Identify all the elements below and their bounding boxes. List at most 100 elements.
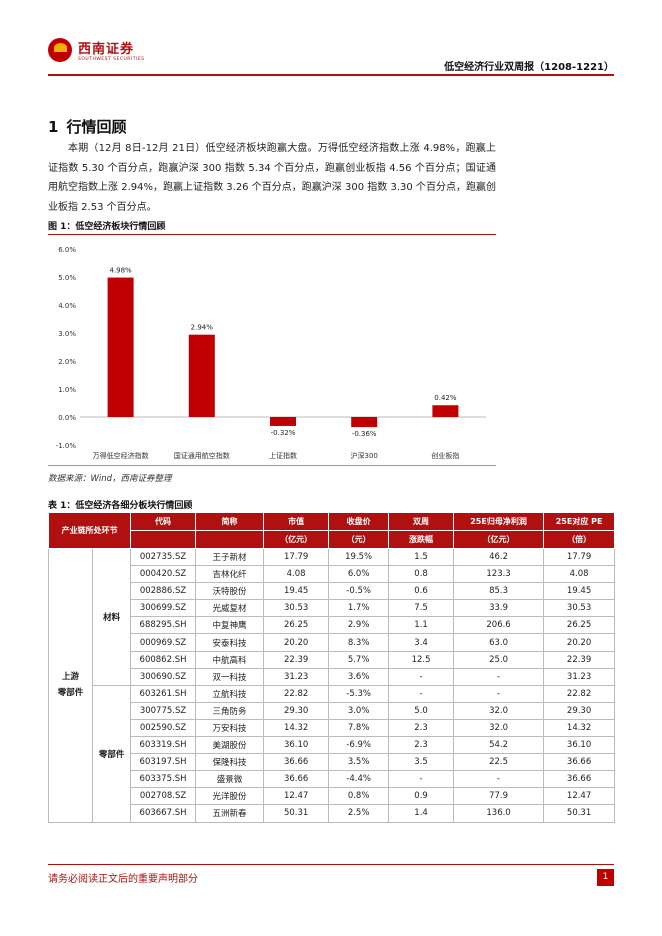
cell-price: 2.9%: [328, 616, 390, 635]
cell-chg: 3.5: [388, 753, 454, 772]
cell-pe: 36.10: [543, 736, 615, 755]
cell-name: 沃特股份: [194, 582, 265, 601]
table-caption: 表 1：低空经济各细分板块行情回顾: [48, 501, 193, 511]
table-row: 000969.SZ 安泰科技 20.20 8.3% 3.4 63.0 20.20: [49, 633, 615, 652]
cell-price: -5.3%: [328, 684, 390, 703]
cell-np: 136.0: [452, 804, 545, 823]
cell-np: -: [452, 667, 545, 686]
bar: [351, 417, 378, 428]
header-code-sub: [130, 530, 196, 549]
cell-pe: 19.45: [543, 582, 615, 601]
bar: [270, 417, 296, 426]
header-netprofit: 25E归母净利润: [452, 512, 545, 531]
cell-price: 3.6%: [328, 667, 390, 686]
cell-pe: 12.47: [543, 787, 615, 806]
cell-name: 王子新材: [194, 547, 265, 567]
cell-code: 603667.SH: [130, 804, 196, 823]
cell-chg: -: [388, 770, 454, 789]
bar: [432, 405, 459, 417]
table-row: 603319.SH 美湖股份 36.10 -6.9% 2.3 54.2 36.10: [49, 736, 615, 755]
cell-chg: 2.3: [388, 736, 454, 755]
bar-value-label: 2.94%: [191, 324, 214, 332]
cell-price: 0.8%: [328, 787, 390, 806]
chart-frame: -1.0% 0.0% 1.0% 2.0% 3.0% 4.0% 5.0% 6.0% 4.98% 万得…: [48, 234, 496, 466]
cell-mv: 50.31: [263, 804, 330, 823]
bar: [188, 334, 215, 417]
cell-chg: 0.9: [388, 787, 454, 806]
cell-name: 安泰科技: [194, 633, 265, 652]
cell-chg: 12.5: [388, 650, 454, 669]
header-price: 收盘价: [328, 512, 390, 531]
page-number: 1: [597, 869, 614, 886]
x-category-label: 创业板指: [431, 451, 459, 460]
x-category-label: 上证指数: [269, 451, 297, 460]
cell-mv: 22.82: [263, 684, 330, 703]
cell-pe: 30.53: [543, 599, 615, 618]
y-tick-label: 5.0%: [58, 274, 76, 282]
header-code: 代码: [130, 512, 196, 531]
cell-name: 美湖股份: [194, 736, 265, 755]
bar-value-label: -0.32%: [271, 429, 296, 437]
cell-np: 206.6: [452, 616, 545, 635]
group-materials: 材料: [92, 548, 132, 686]
cell-name: 三角防务: [194, 701, 265, 720]
figure-source: 数据来源：Wind，西南证券整理: [48, 474, 172, 484]
header-price-unit: （元）: [328, 530, 390, 549]
header-chg: 双周: [388, 512, 454, 531]
table-row: 603667.SH 五洲新春 50.31 2.5% 1.4 136.0 50.31: [49, 804, 615, 823]
cell-name: 光洋股份: [194, 787, 265, 806]
x-category-label: 万得低空经济指数: [93, 451, 149, 460]
section-number: 1: [48, 118, 59, 136]
logo: 西南证券 SOUTHWEST SECURITIES: [48, 38, 145, 62]
header-name-sub: [194, 530, 265, 549]
table-row: 300775.SZ 三角防务 29.30 3.0% 5.0 32.0 29.30: [49, 701, 615, 720]
chain-level1-cell: 上游 零部件: [47, 548, 94, 823]
table-row: 零部件 603261.SH 立航科技 22.82 -5.3% - -22.82: [49, 684, 615, 823]
cell-mv: 4.08: [263, 565, 330, 584]
cell-price: 19.5%: [328, 547, 390, 567]
cell-mv: 29.30: [263, 701, 330, 720]
group-components: 零部件: [92, 684, 132, 823]
y-tick-label: 2.0%: [58, 358, 76, 366]
cell-price: 7.8%: [328, 718, 390, 738]
cell-code: 000420.SZ: [130, 565, 196, 584]
cell-mv: 36.66: [263, 753, 330, 772]
cell-chg: 2.3: [388, 718, 454, 738]
cell-chg: 1.1: [388, 616, 454, 635]
table-row: 603197.SH 保隆科技 36.66 3.5% 3.5 22.5 36.66: [49, 753, 615, 772]
cell-price: 1.7%: [328, 599, 390, 618]
cell-mv: 19.45: [263, 582, 330, 601]
cell-pe: 26.25: [543, 616, 615, 635]
cell-np: -: [452, 684, 545, 703]
cell-mv: 12.47: [263, 787, 330, 806]
table-row: 上游 零部件 材料 002735.SZ 王子新材 17.79 19.5% 1.5 46.2 17…: [47, 547, 615, 823]
cell-mv: 36.10: [263, 736, 330, 755]
header-pe-unit: （倍）: [543, 530, 615, 549]
cell-code: 002735.SZ: [130, 547, 196, 567]
cell-chg: 0.8: [388, 565, 454, 584]
cell-price: 5.7%: [328, 650, 390, 669]
cell-np: 33.9: [452, 599, 545, 618]
cell-np: 46.2: [452, 547, 545, 567]
logo-english-name: SOUTHWEST SECURITIES: [78, 57, 145, 62]
cell-np: 63.0: [452, 633, 545, 652]
cell-name: 保隆科技: [194, 753, 265, 772]
cell-mv: 31.23: [263, 667, 330, 686]
cell-np: 25.0: [452, 650, 545, 669]
table-row: 002590.SZ 万安科技 14.32 7.8% 2.3 32.0 14.32: [49, 718, 615, 738]
table-row: 000420.SZ 吉林化纤 4.08 6.0% 0.8 123.3 4.08: [49, 565, 615, 584]
cell-name: 吉林化纤: [194, 565, 265, 584]
cell-price: 3.0%: [328, 701, 390, 720]
cell-np: 123.3: [452, 565, 545, 584]
header-chg-unit: 涨跌幅: [388, 530, 454, 549]
cell-pe: 31.23: [543, 667, 615, 686]
cell-price: 6.0%: [328, 565, 390, 584]
cell-code: 603261.SH: [130, 684, 196, 703]
cell-pe: 36.66: [543, 753, 615, 772]
cell-price: -4.4%: [328, 770, 390, 789]
cell-code: 603197.SH: [130, 753, 196, 772]
cell-price: -6.9%: [328, 736, 390, 755]
cell-name: 盛景微: [194, 770, 265, 789]
bar: [107, 277, 134, 417]
table-row: 300690.SZ 双一科技 31.23 3.6% - -31.23: [49, 667, 615, 686]
